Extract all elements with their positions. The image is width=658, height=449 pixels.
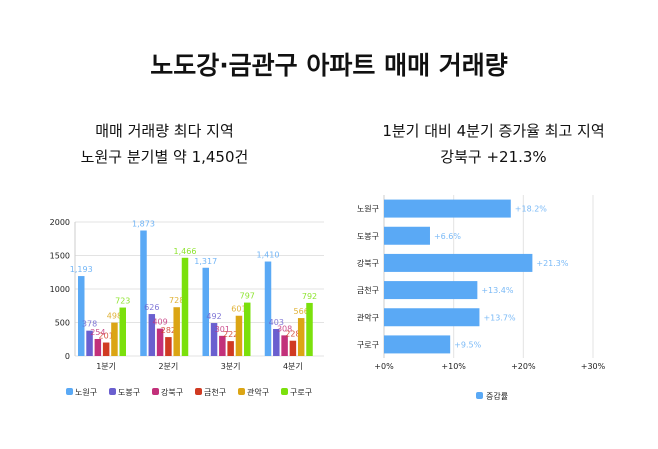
data-label: 308 xyxy=(277,324,292,333)
x-tick-label: +30% xyxy=(581,362,606,371)
data-label: 723 xyxy=(115,297,130,306)
legend-label: 금천구 xyxy=(204,387,226,397)
x-tick-label: +0% xyxy=(374,362,394,371)
y-tick-label: 금천구 xyxy=(357,285,379,295)
bar-강북구 xyxy=(219,335,226,356)
y-tick-label: 0 xyxy=(65,352,70,361)
y-tick-label: 500 xyxy=(55,319,70,328)
legend-swatch xyxy=(152,388,159,395)
bar-도봉구 xyxy=(273,328,280,356)
bar-강북구 xyxy=(384,253,533,272)
legend-label: 노원구 xyxy=(75,388,97,397)
legend-swatch xyxy=(238,388,245,395)
bar-구로구 xyxy=(119,307,126,356)
bar-구로구 xyxy=(181,257,189,356)
bar-도봉구 xyxy=(210,323,218,356)
bar-관악구 xyxy=(384,308,480,327)
right-heading: 1분기 대비 4분기 증가율 최고 지역 xyxy=(382,122,605,140)
y-tick-label: 강북구 xyxy=(357,258,379,268)
bar-노원구 xyxy=(140,230,147,356)
data-label: +21.3% xyxy=(536,259,569,268)
left-heading: 매매 거래량 최다 지역 xyxy=(95,122,234,140)
legend-swatch xyxy=(66,388,73,395)
data-label: 1,410 xyxy=(257,251,280,260)
y-tick-label: 노원구 xyxy=(357,205,379,214)
bar-구로구 xyxy=(244,302,251,356)
data-label: 1,466 xyxy=(174,247,197,256)
legend-swatch xyxy=(195,388,202,395)
data-label: 254 xyxy=(90,328,105,337)
data-label: 1,317 xyxy=(194,257,217,266)
y-tick-label: 구로구 xyxy=(357,340,379,349)
x-tick-label: 1분기 xyxy=(96,362,116,371)
data-label: 1,873 xyxy=(132,220,155,229)
data-label: 492 xyxy=(206,312,221,321)
legend-swatch xyxy=(281,388,288,395)
data-label: +18.2% xyxy=(515,205,548,214)
x-tick-label: 4분기 xyxy=(283,362,303,371)
bar-노원구 xyxy=(78,276,85,356)
data-label: 601 xyxy=(231,305,246,314)
bar-도봉구 xyxy=(384,226,430,245)
data-label: 498 xyxy=(107,312,122,321)
y-tick-label: 도봉구 xyxy=(357,232,379,241)
legend-label: 관악구 xyxy=(247,387,269,397)
bar-관악구 xyxy=(235,315,243,356)
data-label: 301 xyxy=(215,325,230,334)
bar-관악구 xyxy=(111,322,118,356)
data-label: 797 xyxy=(240,292,255,301)
bar-도봉구 xyxy=(148,314,156,356)
data-label: 626 xyxy=(144,303,159,312)
x-tick-label: +10% xyxy=(441,362,466,371)
data-label: 228 xyxy=(285,330,300,339)
bar-강북구 xyxy=(281,335,288,356)
data-label: 409 xyxy=(152,318,167,327)
data-label: +6.6% xyxy=(434,232,461,241)
x-tick-label: 3분기 xyxy=(221,362,241,371)
bar-노원구 xyxy=(264,261,272,356)
bar-관악구 xyxy=(173,307,180,356)
bar-금천구 xyxy=(227,341,234,356)
data-label: 378 xyxy=(82,320,97,329)
bar-금천구 xyxy=(102,342,110,356)
right-subheading: 강북구 +21.3% xyxy=(440,148,547,166)
x-tick-label: +20% xyxy=(511,362,536,371)
data-label: +9.5% xyxy=(454,340,481,349)
legend-swatch xyxy=(476,392,483,399)
data-label: 1,193 xyxy=(70,265,93,274)
y-tick-label: 2000 xyxy=(50,218,70,227)
bar-구로구 xyxy=(306,302,313,356)
page-title: 노도강·금관구 아파트 매매 거래량 xyxy=(150,51,508,80)
data-label: 282 xyxy=(161,326,176,335)
legend-label: 구로구 xyxy=(290,388,312,397)
data-label: 403 xyxy=(269,318,284,327)
bar-금천구 xyxy=(384,281,478,300)
legend-label: 증감률 xyxy=(486,391,508,401)
bar-노원구 xyxy=(202,267,209,356)
x-tick-label: 2분기 xyxy=(158,362,178,371)
legend-label: 도봉구 xyxy=(118,388,140,397)
y-tick-label: 1000 xyxy=(50,285,70,294)
bar-금천구 xyxy=(289,340,297,356)
data-label: +13.4% xyxy=(481,286,514,295)
bar-노원구 xyxy=(384,199,511,218)
left-subheading: 노원구 분기별 약 1,450건 xyxy=(80,148,249,166)
bar-관악구 xyxy=(297,318,305,356)
data-label: 566 xyxy=(294,307,309,316)
data-label: +13.7% xyxy=(483,313,516,322)
bar-금천구 xyxy=(165,337,172,356)
bar-구로구 xyxy=(384,335,451,354)
data-label: 728 xyxy=(169,296,184,305)
legend-swatch xyxy=(109,388,116,395)
bar-강북구 xyxy=(156,328,164,356)
data-label: 201 xyxy=(99,332,114,341)
data-label: 792 xyxy=(302,292,317,301)
bar-강북구 xyxy=(94,338,102,356)
y-tick-label: 관악구 xyxy=(357,312,379,322)
bar-도봉구 xyxy=(86,330,93,356)
data-label: 222 xyxy=(223,330,238,339)
legend-label: 강북구 xyxy=(161,387,183,397)
y-tick-label: 1500 xyxy=(50,252,70,261)
